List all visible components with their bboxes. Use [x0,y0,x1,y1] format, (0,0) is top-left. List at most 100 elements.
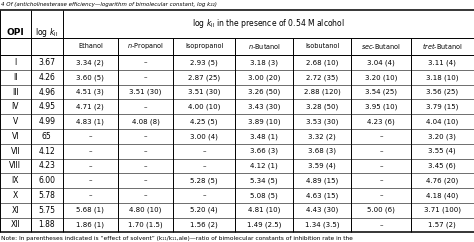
Text: –: – [144,163,147,169]
Text: 3.71 (100): 3.71 (100) [424,207,461,213]
Text: 3.68 (3): 3.68 (3) [308,148,337,154]
Text: –: – [144,74,147,80]
Text: IV: IV [12,102,19,111]
Text: –: – [379,163,383,169]
Text: 3.20 (10): 3.20 (10) [365,74,397,81]
Text: 3.51 (30): 3.51 (30) [129,89,162,95]
Text: 3.53 (30): 3.53 (30) [306,118,338,125]
Text: 2.93 (5): 2.93 (5) [190,59,218,66]
Text: 3.66 (3): 3.66 (3) [250,148,278,154]
Text: 2.88 (120): 2.88 (120) [304,89,341,95]
Text: –: – [379,222,383,228]
Text: XI: XI [12,206,19,215]
Text: 1.49 (2.5): 1.49 (2.5) [247,222,282,228]
Text: $n$-Propanol: $n$-Propanol [127,41,164,51]
Text: 3.54 (25): 3.54 (25) [365,89,397,95]
Text: 2.68 (10): 2.68 (10) [306,59,338,66]
Text: 3.95 (10): 3.95 (10) [365,104,397,110]
Text: –: – [144,60,147,66]
Text: 3.34 (2): 3.34 (2) [76,59,104,66]
Text: 4.25 (5): 4.25 (5) [191,118,218,125]
Text: 5.78: 5.78 [38,191,55,200]
Text: 4.08 (8): 4.08 (8) [131,118,159,125]
Text: V: V [13,117,18,126]
Text: 4.96: 4.96 [38,88,55,97]
Text: 4.99: 4.99 [38,117,55,126]
Text: 4.04 (10): 4.04 (10) [426,118,458,125]
Text: –: – [89,133,92,139]
Text: 2.72 (35): 2.72 (35) [306,74,338,81]
Text: $\mathit{tret}$-Butanol: $\mathit{tret}$-Butanol [422,41,463,51]
Text: 5.00 (6): 5.00 (6) [367,207,395,213]
Text: 4.89 (15): 4.89 (15) [306,177,338,184]
Text: 6.00: 6.00 [38,176,55,185]
Text: IX: IX [12,176,19,185]
Text: 4.23 (6): 4.23 (6) [367,118,395,125]
Text: –: – [144,192,147,198]
Text: –: – [89,148,92,154]
Text: –: – [202,148,206,154]
Text: 3.43 (30): 3.43 (30) [248,104,281,110]
Text: 3.32 (2): 3.32 (2) [309,133,336,140]
Text: Note: In parentheses indicated is “effect of solvent” (k₁₁/k₁₁,ale)—ratio of bim: Note: In parentheses indicated is “effec… [1,236,353,241]
Text: 3.56 (25): 3.56 (25) [426,89,458,95]
Text: 3.00 (20): 3.00 (20) [248,74,281,81]
Text: –: – [89,192,92,198]
Text: III: III [12,88,19,97]
Text: 4.81 (10): 4.81 (10) [248,207,281,213]
Text: 4.80 (10): 4.80 (10) [129,207,162,213]
Text: 4.43 (30): 4.43 (30) [306,207,338,213]
Text: $\log\,k_{\mathrm{II}}$: $\log\,k_{\mathrm{II}}$ [35,26,58,39]
Text: 4 Of (anticholinesterase efficiency—logarithm of bimolecular constant, log k₂₂): 4 Of (anticholinesterase efficiency—loga… [1,2,217,7]
Text: Ethanol: Ethanol [78,43,103,49]
Text: –: – [379,192,383,198]
Text: 3.59 (4): 3.59 (4) [309,163,336,169]
Text: 4.83 (1): 4.83 (1) [76,118,104,125]
Text: –: – [144,104,147,110]
Text: 3.04 (4): 3.04 (4) [367,59,395,66]
Text: 5.34 (5): 5.34 (5) [250,177,278,184]
Text: 3.67: 3.67 [38,58,55,67]
Text: 3.45 (6): 3.45 (6) [428,163,456,169]
Text: 4.23: 4.23 [38,161,55,170]
Text: 4.51 (3): 4.51 (3) [76,89,104,95]
Text: –: – [379,178,383,184]
Text: 3.00 (4): 3.00 (4) [190,133,218,140]
Text: 2.87 (25): 2.87 (25) [188,74,220,81]
Text: 65: 65 [42,132,52,141]
Text: 3.60 (5): 3.60 (5) [76,74,104,81]
Text: 3.20 (3): 3.20 (3) [428,133,456,140]
Text: 5.68 (1): 5.68 (1) [76,207,104,213]
Text: 1.56 (2): 1.56 (2) [190,222,218,228]
Text: –: – [202,192,206,198]
Text: 1.34 (3.5): 1.34 (3.5) [305,222,339,228]
Text: 3.26 (50): 3.26 (50) [248,89,281,95]
Text: XII: XII [10,220,20,229]
Text: $\log\,k_{\mathrm{II}}$ in the presence of 0.54 M alcohol: $\log\,k_{\mathrm{II}}$ in the presence … [192,17,345,30]
Text: 4.26: 4.26 [38,73,55,82]
Text: 4.12 (1): 4.12 (1) [250,163,278,169]
Text: –: – [202,163,206,169]
Text: –: – [89,163,92,169]
Text: 1.86 (1): 1.86 (1) [76,222,104,228]
Text: –: – [379,148,383,154]
Text: Isopropanol: Isopropanol [185,43,223,49]
Text: 3.51 (30): 3.51 (30) [188,89,220,95]
Text: 3.89 (10): 3.89 (10) [248,118,281,125]
Text: 4.63 (15): 4.63 (15) [306,192,338,199]
Text: Isobutanol: Isobutanol [305,43,339,49]
Text: X: X [13,191,18,200]
Text: 3.79 (15): 3.79 (15) [426,104,458,110]
Text: 3.48 (1): 3.48 (1) [250,133,278,140]
Text: VIII: VIII [9,161,21,170]
Text: 3.55 (4): 3.55 (4) [428,148,456,154]
Text: 1.57 (2): 1.57 (2) [428,222,456,228]
Text: 4.18 (40): 4.18 (40) [426,192,458,199]
Text: 3.18 (3): 3.18 (3) [250,59,278,66]
Text: $\mathit{sec}$-Butanol: $\mathit{sec}$-Butanol [361,42,401,51]
Text: 3.18 (10): 3.18 (10) [426,74,458,81]
Text: OPI: OPI [7,28,24,37]
Text: –: – [89,178,92,184]
Text: –: – [379,133,383,139]
Text: VI: VI [12,132,19,141]
